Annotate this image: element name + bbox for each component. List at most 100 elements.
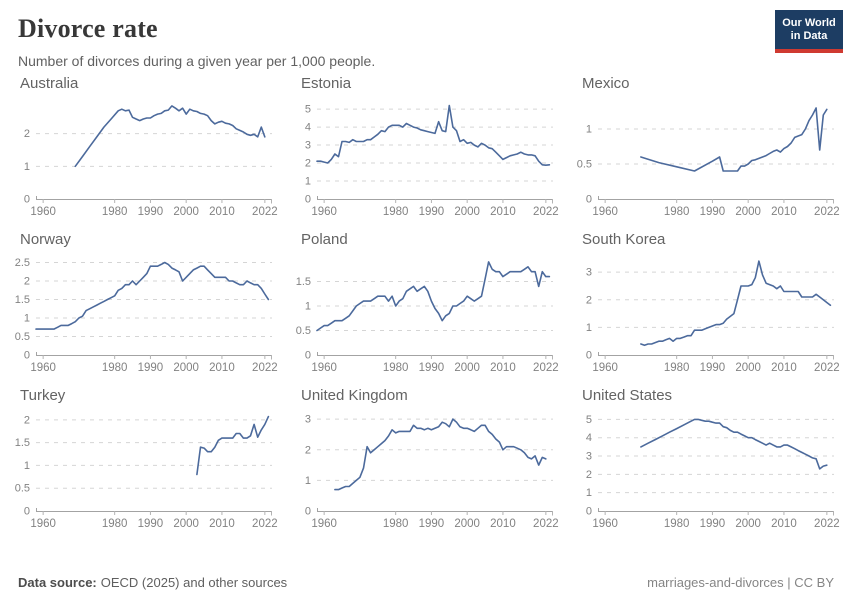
y-tick-label: 0 (305, 505, 311, 517)
x-tick-label: 2000 (454, 362, 480, 374)
chart-panel-estonia: Estonia 0 1 2 3 4 5 1960 1980 1990 2000 2010 2022 (289, 75, 559, 220)
x-tick-label: 1960 (311, 362, 337, 374)
data-line-mexico[interactable] (640, 107, 828, 172)
line-chart-mexico[interactable]: 0 0.5 1 1960 1980 1990 2000 2010 2022 (570, 96, 840, 220)
chart-panel-united-kingdom: United Kingdom 0 1 2 3 1960 1980 1990 2000 2010 20… (289, 387, 559, 532)
y-tick-label: 0.5 (15, 331, 30, 343)
chart-panel-south-korea: South Korea 0 1 2 3 1960 1980 1990 2000 2010 2022 (570, 231, 840, 376)
x-tick-label: 1980 (664, 518, 690, 530)
x-tick-label: 1960 (30, 206, 56, 218)
y-tick-label: 2 (586, 469, 592, 481)
x-tick-label: 1990 (419, 362, 445, 374)
line-chart-united-states[interactable]: 0 1 2 3 4 5 1960 1980 1990 2000 2010 2022 (570, 408, 840, 532)
y-tick-label: 0 (24, 193, 30, 205)
data-line-norway[interactable] (35, 261, 270, 330)
x-tick-label: 2010 (490, 518, 516, 530)
chart-panel-norway: Norway 0 0.5 1 1.5 2 2.5 1960 1980 1990 2000 2010 20… (8, 231, 278, 376)
x-tick-label: 2022 (814, 362, 840, 374)
charts-grid: Australia 0 1 2 1960 1980 1990 2000 2010 2022 Esto… (0, 69, 850, 543)
chart-panel-united-states: United States 0 1 2 3 4 5 1960 1980 1990 2000 2010 2… (570, 387, 840, 532)
y-tick-label: 4 (586, 432, 592, 444)
x-tick-label: 2022 (814, 518, 840, 530)
y-tick-label: 3 (305, 414, 311, 426)
line-chart-turkey[interactable]: 0 0.5 1 1.5 2 1960 1980 1990 2000 2010 2022 (8, 408, 278, 532)
chart-title: Australia (20, 74, 79, 92)
y-tick-label: 1 (305, 300, 311, 312)
line-chart-south-korea[interactable]: 0 1 2 3 1960 1980 1990 2000 2010 2022 (570, 252, 840, 376)
data-line-poland[interactable] (316, 260, 551, 332)
license-link[interactable]: marriages-and-divorces | CC BY (647, 575, 834, 590)
x-tick-label: 1980 (383, 206, 409, 218)
x-tick-label: 1990 (138, 362, 164, 374)
chart-header: Divorce rate Number of divorces during a… (0, 0, 850, 69)
data-line-united-kingdom[interactable] (334, 418, 547, 491)
line-chart-poland[interactable]: 0 0.5 1 1.5 1960 1980 1990 2000 2010 2022 (289, 252, 559, 376)
y-tick-label: 2 (24, 275, 30, 287)
x-tick-label: 1960 (30, 362, 56, 374)
y-tick-label: 3 (586, 450, 592, 462)
data-line-australia[interactable] (74, 104, 266, 167)
x-tick-label: 1960 (30, 518, 56, 530)
x-tick-label: 1980 (102, 518, 128, 530)
y-tick-label: 1 (24, 460, 30, 472)
y-tick-label: 0.5 (577, 158, 592, 170)
page-title: Divorce rate (18, 14, 158, 43)
y-tick-label: 1.5 (15, 437, 30, 449)
chart-title: United States (582, 386, 673, 404)
x-tick-label: 1990 (138, 206, 164, 218)
y-tick-label: 2.5 (15, 257, 30, 269)
x-tick-label: 2022 (533, 362, 559, 374)
line-chart-estonia[interactable]: 0 1 2 3 4 5 1960 1980 1990 2000 2010 2022 (289, 96, 559, 220)
x-tick-label: 2000 (173, 206, 199, 218)
y-tick-label: 2 (24, 128, 30, 140)
x-tick-label: 2000 (735, 362, 761, 374)
x-tick-label: 1990 (419, 518, 445, 530)
x-tick-label: 2000 (735, 518, 761, 530)
x-tick-label: 2000 (735, 206, 761, 218)
x-tick-label: 2000 (173, 362, 199, 374)
x-tick-label: 1990 (700, 362, 726, 374)
y-tick-label: 0 (586, 193, 592, 205)
x-tick-label: 2010 (209, 518, 235, 530)
y-tick-label: 1 (305, 175, 311, 187)
y-tick-label: 1 (24, 161, 30, 173)
owid-logo[interactable]: Our World in Data (775, 10, 843, 53)
x-tick-label: 2010 (771, 362, 797, 374)
x-tick-label: 2022 (252, 518, 278, 530)
chart-title: South Korea (582, 230, 666, 248)
y-tick-label: 0 (305, 193, 311, 205)
x-tick-label: 2022 (252, 362, 278, 374)
x-tick-label: 1980 (383, 518, 409, 530)
data-line-turkey[interactable] (196, 415, 270, 476)
chart-title: Estonia (301, 74, 352, 92)
x-tick-label: 1990 (419, 206, 445, 218)
x-tick-label: 2000 (454, 518, 480, 530)
chart-title: United Kingdom (301, 386, 408, 404)
x-tick-label: 2022 (252, 206, 278, 218)
x-tick-label: 2010 (209, 206, 235, 218)
line-chart-united-kingdom[interactable]: 0 1 2 3 1960 1980 1990 2000 2010 2022 (289, 408, 559, 532)
chart-panel-australia: Australia 0 1 2 1960 1980 1990 2000 2010 2022 (8, 75, 278, 220)
x-tick-label: 2022 (533, 206, 559, 218)
y-tick-label: 4 (305, 121, 311, 133)
y-tick-label: 0 (24, 505, 30, 517)
line-chart-norway[interactable]: 0 0.5 1 1.5 2 2.5 1960 1980 1990 2000 2010 2022 (8, 252, 278, 376)
x-tick-label: 2010 (771, 518, 797, 530)
x-tick-label: 1980 (664, 206, 690, 218)
x-tick-label: 2010 (209, 362, 235, 374)
y-tick-label: 0 (24, 349, 30, 361)
owid-logo-accent-bar (775, 49, 843, 53)
y-tick-label: 2 (24, 414, 30, 426)
data-source-text: OECD (2025) and other sources (100, 575, 288, 590)
data-source-label: Data source: (18, 575, 97, 590)
x-tick-label: 2010 (771, 206, 797, 218)
data-line-united-states[interactable] (640, 418, 828, 470)
data-source-note: Data source: OECD (2025) and other source… (18, 575, 287, 590)
line-chart-australia[interactable]: 0 1 2 1960 1980 1990 2000 2010 2022 (8, 96, 278, 220)
y-tick-label: 0 (586, 349, 592, 361)
data-line-south-korea[interactable] (640, 260, 832, 346)
x-tick-label: 2010 (490, 206, 516, 218)
chart-panel-turkey: Turkey 0 0.5 1 1.5 2 1960 1980 1990 2000 2010 2022 (8, 387, 278, 532)
data-line-estonia[interactable] (316, 104, 551, 166)
